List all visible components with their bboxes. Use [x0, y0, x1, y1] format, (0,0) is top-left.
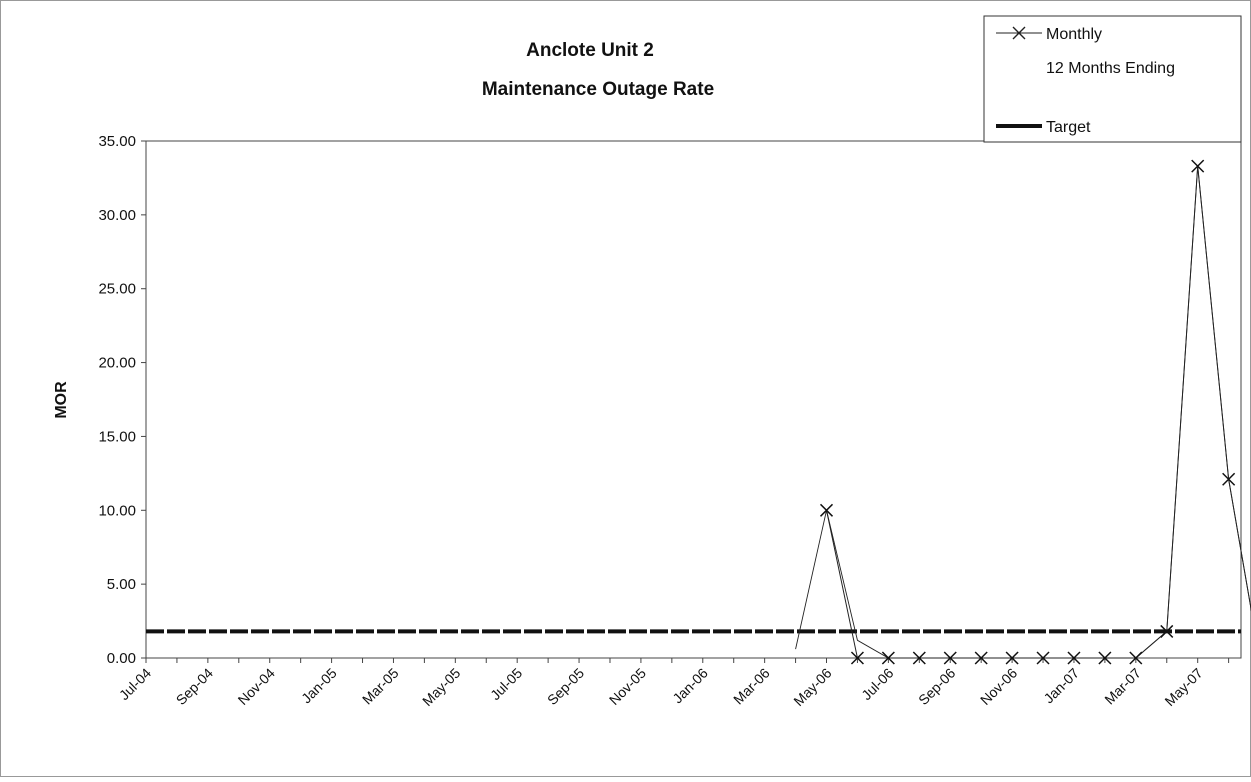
monthly-data-point [1191, 159, 1205, 173]
legend-box [983, 15, 1242, 143]
legend: Monthly 12 Months Ending Target [983, 15, 1242, 143]
monthly-data-point [1160, 624, 1174, 638]
series-layer [146, 159, 1251, 665]
monthly-data-point [1005, 651, 1019, 665]
y-axis: 0.00 5.00 10.00 15.00 20.00 25.00 30.00 35.00 [98, 133, 146, 667]
monthly-data-point [1222, 472, 1236, 486]
y-tick-label: 35.00 [98, 133, 136, 150]
legend-12-months-ending-label: 12 Months Ending [1046, 60, 1175, 77]
monthly-data-point [912, 651, 926, 665]
legend-target-label: Target [1046, 119, 1091, 136]
monthly-data-point [819, 503, 834, 517]
monthly-data-point [850, 651, 864, 665]
y-tick-label: 15.00 [98, 428, 136, 445]
monthly-data-point [881, 651, 895, 665]
y-tick-label: 20.00 [98, 355, 136, 372]
y-tick-label: 5.00 [107, 576, 136, 593]
chart-title: Anclote Unit 2 [526, 40, 654, 61]
legend-monthly-x-marker-icon [1012, 26, 1026, 40]
monthly-data-point [1129, 651, 1143, 665]
y-tick-label: 30.00 [98, 207, 136, 224]
monthly-data-point [943, 651, 957, 665]
monthly-data-point [1067, 651, 1081, 665]
y-tick-label: 0.00 [107, 650, 136, 667]
monthly-data-point [1098, 651, 1112, 665]
monthly-data-point [974, 651, 988, 665]
y-tick-label: 25.00 [98, 281, 136, 298]
y-tick-label: 10.00 [98, 502, 136, 519]
monthly-data-point [1036, 651, 1050, 665]
y-axis-label: MOR [53, 381, 70, 419]
chart-subtitle: Maintenance Outage Rate [482, 79, 714, 100]
plot-area-border [145, 140, 1242, 659]
legend-monthly-label: Monthly [1046, 26, 1102, 43]
